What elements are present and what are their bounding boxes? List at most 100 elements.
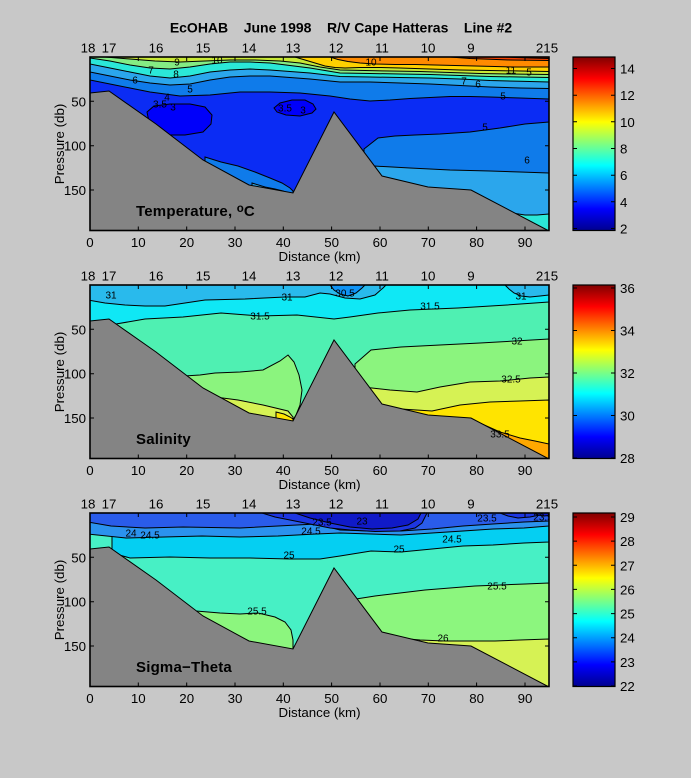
- svg-text:100: 100: [64, 367, 86, 382]
- svg-text:2: 2: [620, 222, 627, 237]
- svg-text:10: 10: [131, 691, 146, 706]
- svg-text:70: 70: [421, 691, 436, 706]
- svg-text:30: 30: [228, 463, 243, 478]
- svg-text:11: 11: [506, 66, 517, 77]
- svg-text:5: 5: [187, 85, 193, 96]
- svg-text:40: 40: [276, 691, 291, 706]
- svg-text:15: 15: [196, 41, 211, 56]
- svg-text:3: 3: [170, 103, 176, 114]
- svg-text:0: 0: [86, 235, 93, 250]
- svg-text:16: 16: [149, 497, 164, 512]
- svg-text:17: 17: [102, 497, 117, 512]
- svg-text:26: 26: [437, 634, 449, 645]
- svg-text:3.5: 3.5: [278, 104, 292, 115]
- svg-text:30: 30: [228, 691, 243, 706]
- svg-text:4: 4: [620, 195, 627, 210]
- svg-text:50: 50: [71, 322, 86, 337]
- svg-text:4: 4: [164, 93, 170, 104]
- svg-text:32: 32: [620, 366, 635, 381]
- svg-text:10: 10: [421, 41, 436, 56]
- svg-text:10: 10: [131, 463, 146, 478]
- svg-text:31.5: 31.5: [420, 302, 440, 313]
- svg-text:12: 12: [329, 497, 344, 512]
- svg-text:Temperature, oC: Temperature, oC: [136, 203, 255, 220]
- svg-text:Pressure (db): Pressure (db): [52, 104, 67, 185]
- svg-text:8: 8: [173, 70, 179, 81]
- svg-text:70: 70: [421, 463, 436, 478]
- svg-text:215: 215: [536, 41, 558, 56]
- svg-text:12: 12: [329, 41, 344, 56]
- svg-text:10: 10: [211, 56, 223, 67]
- svg-text:23.5: 23.5: [477, 514, 497, 525]
- svg-text:11: 11: [375, 497, 389, 512]
- svg-text:31: 31: [515, 292, 527, 303]
- svg-text:50: 50: [324, 691, 339, 706]
- svg-text:7: 7: [461, 77, 467, 88]
- svg-text:14: 14: [242, 41, 257, 56]
- svg-text:60: 60: [373, 691, 388, 706]
- svg-text:12: 12: [329, 269, 344, 284]
- svg-text:EcOHAB June 1998 R/V Cap: EcOHAB June 1998 R/V Cape Hatteras Line …: [170, 20, 513, 36]
- svg-text:9: 9: [467, 41, 474, 56]
- svg-text:32.5: 32.5: [501, 375, 521, 386]
- svg-text:33.5: 33.5: [490, 430, 510, 441]
- svg-text:215: 215: [536, 269, 558, 284]
- svg-text:50: 50: [71, 550, 86, 565]
- svg-text:60: 60: [373, 463, 388, 478]
- svg-text:28: 28: [620, 451, 635, 466]
- svg-text:5: 5: [526, 68, 532, 79]
- svg-text:150: 150: [64, 411, 86, 426]
- svg-text:30.5: 30.5: [335, 289, 355, 300]
- svg-text:0: 0: [86, 463, 93, 478]
- svg-text:215: 215: [536, 497, 558, 512]
- svg-text:150: 150: [64, 183, 86, 198]
- svg-text:16: 16: [149, 41, 164, 56]
- svg-text:11: 11: [375, 269, 389, 284]
- svg-text:23.5: 23.5: [533, 513, 553, 524]
- svg-text:70: 70: [421, 235, 436, 250]
- svg-text:9: 9: [467, 497, 474, 512]
- svg-text:25: 25: [283, 551, 295, 562]
- svg-text:23: 23: [356, 517, 368, 528]
- svg-text:Distance (km): Distance (km): [278, 477, 360, 492]
- svg-text:Sigma−Theta: Sigma−Theta: [136, 659, 232, 676]
- svg-text:25: 25: [620, 607, 635, 622]
- svg-text:90: 90: [518, 691, 533, 706]
- svg-text:32: 32: [511, 337, 523, 348]
- svg-text:5: 5: [482, 123, 488, 134]
- svg-text:13: 13: [286, 497, 301, 512]
- svg-text:17: 17: [102, 41, 117, 56]
- svg-text:90: 90: [518, 235, 533, 250]
- svg-text:50: 50: [324, 235, 339, 250]
- svg-text:6: 6: [132, 76, 138, 87]
- svg-text:15: 15: [196, 269, 211, 284]
- svg-text:10: 10: [131, 235, 146, 250]
- svg-text:80: 80: [469, 691, 484, 706]
- svg-text:7: 7: [148, 66, 154, 77]
- svg-text:25: 25: [393, 545, 405, 556]
- svg-text:90: 90: [518, 463, 533, 478]
- svg-text:24.5: 24.5: [301, 527, 321, 538]
- svg-text:22: 22: [620, 679, 635, 694]
- svg-text:18: 18: [81, 269, 96, 284]
- svg-text:50: 50: [324, 463, 339, 478]
- svg-text:15: 15: [196, 497, 211, 512]
- svg-text:13: 13: [286, 269, 301, 284]
- svg-text:Pressure (db): Pressure (db): [52, 560, 67, 641]
- svg-text:8: 8: [620, 142, 627, 157]
- svg-text:23.5: 23.5: [312, 518, 332, 529]
- svg-text:34: 34: [620, 324, 635, 339]
- svg-text:3.5: 3.5: [153, 100, 167, 111]
- svg-text:13: 13: [286, 41, 301, 56]
- svg-text:28: 28: [620, 534, 635, 549]
- svg-text:25.5: 25.5: [247, 607, 267, 618]
- svg-text:10: 10: [620, 115, 635, 130]
- svg-text:60: 60: [373, 235, 388, 250]
- svg-text:80: 80: [469, 235, 484, 250]
- svg-text:31: 31: [105, 291, 117, 302]
- svg-text:27: 27: [620, 558, 635, 573]
- svg-text:23: 23: [620, 655, 635, 670]
- svg-text:25.5: 25.5: [487, 582, 507, 593]
- svg-text:24.5: 24.5: [442, 535, 462, 546]
- svg-text:14: 14: [242, 497, 257, 512]
